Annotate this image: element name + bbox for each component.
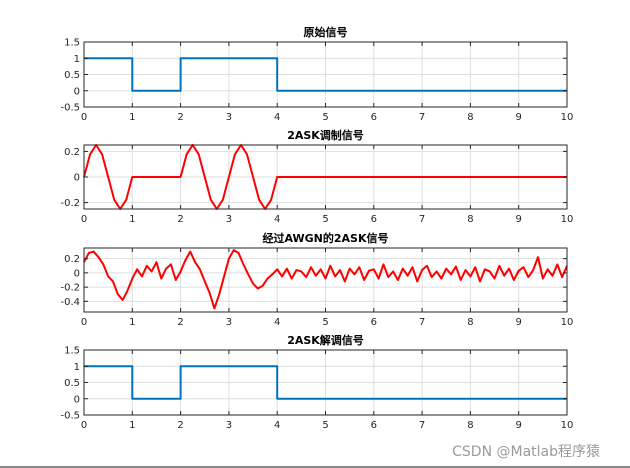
bottom-divider [0, 466, 630, 468]
x-tick-label: 2 [177, 112, 183, 123]
y-tick-label: -0.5 [60, 103, 80, 114]
x-tick-label: 8 [467, 317, 473, 328]
x-tick-label: 8 [467, 214, 473, 225]
x-tick-label: 4 [274, 317, 280, 328]
y-tick-label: -0.2 [60, 283, 80, 294]
x-tick-label: 4 [274, 214, 280, 225]
y-tick-label: -0.4 [60, 297, 80, 308]
y-tick-label: 0 [74, 394, 80, 405]
x-tick-label: 9 [516, 112, 522, 123]
x-tick-label: 4 [274, 112, 280, 123]
x-tick-label: 9 [516, 214, 522, 225]
y-tick-label: -0.2 [60, 198, 80, 209]
x-tick-label: 3 [226, 214, 232, 225]
x-tick-label: 0 [81, 317, 87, 328]
x-tick-label: 1 [129, 214, 135, 225]
y-tick-label: 1 [74, 362, 80, 373]
y-tick-label: 0.5 [64, 378, 80, 389]
x-tick-label: 0 [81, 112, 87, 123]
subplot-title: 原始信号 [304, 25, 348, 39]
x-tick-label: 6 [371, 317, 377, 328]
x-tick-label: 0 [81, 420, 87, 431]
x-tick-label: 2 [177, 317, 183, 328]
x-tick-label: 8 [467, 112, 473, 123]
y-tick-label: 0.2 [64, 147, 80, 158]
watermark: CSDN @Matlab程序猿 [452, 444, 600, 460]
x-tick-label: 10 [561, 317, 574, 328]
series-line-1 [84, 57, 567, 92]
y-tick-label: 0 [74, 268, 80, 279]
x-tick-label: 7 [419, 214, 425, 225]
y-tick-label: 1.5 [64, 38, 80, 49]
x-tick-label: 6 [371, 112, 377, 123]
subplot-title: 经过AWGN的2ASK信号 [262, 231, 388, 245]
x-tick-label: 4 [274, 420, 280, 431]
subplot-title: 2ASK调制信号 [287, 128, 364, 142]
y-tick-label: 1 [74, 54, 80, 65]
x-tick-label: 5 [322, 112, 328, 123]
series-line-1 [83, 144, 567, 210]
x-tick-label: 10 [561, 112, 574, 123]
x-tick-label: 8 [467, 420, 473, 431]
series-line-1 [83, 249, 568, 310]
x-tick-label: 7 [419, 420, 425, 431]
x-tick-label: 1 [129, 420, 135, 431]
subplot-title: 2ASK解调信号 [287, 333, 364, 347]
x-tick-label: 2 [177, 214, 183, 225]
x-tick-label: 7 [419, 112, 425, 123]
x-tick-label: 0 [81, 214, 87, 225]
x-tick-label: 9 [516, 317, 522, 328]
series-line-1 [84, 365, 567, 400]
x-tick-label: 10 [561, 420, 574, 431]
x-tick-label: 1 [129, 112, 135, 123]
y-tick-label: 0 [74, 86, 80, 97]
x-tick-label: 3 [226, 420, 232, 431]
x-tick-label: 3 [226, 317, 232, 328]
subplot-3: 0 1 2 3 4 5 6 7 8 9 10 -0.4 -0.2 0 0.2 经过AWGN的2ASK信号 [60, 231, 573, 328]
x-tick-label: 6 [371, 420, 377, 431]
x-tick-label: 6 [371, 214, 377, 225]
x-tick-label: 9 [516, 420, 522, 431]
y-tick-label: 0 [74, 173, 80, 184]
x-tick-label: 5 [322, 214, 328, 225]
y-tick-label: 1.5 [64, 346, 80, 357]
y-tick-label: 0.5 [64, 70, 80, 81]
x-tick-label: 1 [129, 317, 135, 328]
y-tick-label: 0.2 [64, 254, 80, 265]
x-tick-label: 3 [226, 112, 232, 123]
x-tick-label: 7 [419, 317, 425, 328]
x-tick-label: 2 [177, 420, 183, 431]
x-tick-label: 5 [322, 420, 328, 431]
y-tick-label: -0.5 [60, 411, 80, 422]
x-tick-label: 5 [322, 317, 328, 328]
x-tick-label: 10 [561, 214, 574, 225]
